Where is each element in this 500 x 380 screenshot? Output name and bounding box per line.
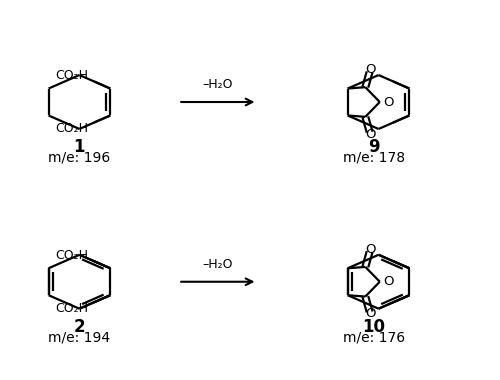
- Text: –H₂O: –H₂O: [202, 258, 233, 271]
- Text: CO₂H: CO₂H: [55, 69, 88, 82]
- Text: O: O: [384, 95, 394, 109]
- Text: 10: 10: [362, 318, 385, 336]
- Text: 9: 9: [368, 138, 380, 156]
- Text: O: O: [366, 128, 376, 141]
- Text: 1: 1: [74, 138, 85, 156]
- Text: O: O: [366, 63, 376, 76]
- Text: m/e: 196: m/e: 196: [48, 150, 110, 165]
- Text: m/e: 178: m/e: 178: [342, 150, 404, 165]
- Text: O: O: [366, 243, 376, 256]
- Text: CO₂H: CO₂H: [55, 122, 88, 135]
- Text: 2: 2: [74, 318, 85, 336]
- Text: –H₂O: –H₂O: [202, 78, 233, 91]
- Text: CO₂H: CO₂H: [55, 249, 88, 261]
- Text: m/e: 176: m/e: 176: [342, 330, 404, 344]
- Text: CO₂H: CO₂H: [55, 302, 88, 315]
- Text: m/e: 194: m/e: 194: [48, 330, 110, 344]
- Text: O: O: [384, 275, 394, 288]
- Text: O: O: [366, 307, 376, 320]
